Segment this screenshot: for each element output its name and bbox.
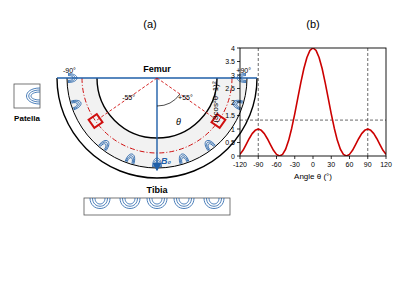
fiber [125, 198, 135, 204]
fiber-loop [237, 74, 246, 83]
panel-label: (a) [143, 18, 156, 30]
fiber [207, 142, 214, 149]
fiber [177, 153, 188, 164]
fiber [71, 100, 80, 109]
fiber [152, 198, 162, 204]
fiber [241, 76, 246, 81]
y-tick-label: 3.5 [225, 58, 235, 65]
x-tick-label: -30 [290, 161, 300, 168]
femur-label: Femur [143, 64, 171, 74]
plot-frame [240, 48, 386, 156]
theta-arc [157, 94, 180, 106]
tibia-label: Tibia [147, 185, 169, 195]
fiber [100, 142, 107, 149]
fiber [205, 140, 215, 150]
x-tick-label: 120 [380, 161, 392, 168]
chart: -120 -90 -60 -30 0 30 60 90 120 0 0.5 1 1.5 2 2.5 3 3.5 4… [211, 18, 392, 181]
end-label: -90° [63, 67, 76, 74]
y-tick-label: 2 [231, 99, 235, 106]
sample-square [89, 114, 103, 128]
field-arrow [156, 78, 157, 170]
fiber-loop [125, 153, 136, 164]
end-label: +90° [236, 67, 251, 74]
y-tick-label: 4 [231, 45, 235, 52]
fiber [127, 157, 133, 164]
y-tick-label: 3 [231, 72, 235, 79]
fiber [125, 153, 136, 164]
fiber [207, 198, 222, 206]
fiber [29, 90, 40, 102]
fiber-loop [177, 153, 188, 164]
angle-label: +55° [178, 94, 193, 101]
x-axis-label: Angle θ (°) [294, 172, 332, 181]
fiber [203, 138, 216, 151]
fiber [147, 198, 167, 209]
fiber [120, 198, 140, 209]
fiber [99, 140, 109, 150]
panel-label: (b) [306, 18, 319, 30]
y-tick-label: 0.5 [225, 139, 235, 146]
x-tick-label: -90 [253, 161, 263, 168]
angle-label: -55° [122, 94, 135, 101]
reference-hline [240, 120, 386, 121]
fiber-loop [71, 98, 82, 109]
data-line [240, 48, 386, 156]
y-tick-label: 0 [231, 153, 235, 160]
fiber-loop [203, 138, 216, 151]
x-tick-label: 0 [311, 161, 315, 168]
figure: B₀ -90° +90° -55° +55° θ Femur (a) Patella Tibia -… [0, 0, 400, 300]
fiber [236, 102, 243, 108]
reference-vline [367, 48, 368, 156]
fiber [68, 75, 75, 82]
fiber [209, 198, 219, 204]
fiber [126, 155, 135, 164]
fiber [234, 100, 243, 109]
fiber [68, 76, 73, 81]
fiber [95, 198, 105, 204]
fiber [150, 198, 165, 206]
fiber [93, 198, 108, 206]
tibia-icon [84, 198, 230, 215]
fiber [179, 155, 188, 164]
fiber [27, 88, 41, 104]
y-tick-label: 1 [231, 126, 235, 133]
fiber [181, 157, 187, 164]
y-tick-label: 2.5 [225, 85, 235, 92]
plot-area [240, 48, 386, 156]
x-tick-label: -120 [233, 161, 247, 168]
y-tick-label: 1.5 [225, 112, 235, 119]
fiber [71, 98, 82, 109]
fiber [123, 198, 138, 206]
x-tick-label: 60 [346, 161, 354, 168]
fiber-loop [68, 74, 77, 83]
field-label: B₀ [161, 156, 171, 166]
fiber-loop [99, 138, 112, 151]
diagram: B₀ -90° +90° -55° +55° θ Femur (a) Patella Tibia [14, 18, 257, 215]
reference-vline [258, 48, 259, 156]
theta-label: θ [176, 117, 181, 127]
x-tick-label: -60 [271, 161, 281, 168]
fiber [204, 198, 224, 209]
outer-arc [57, 78, 257, 178]
sample-ray [157, 78, 218, 121]
x-tick-label: 30 [327, 161, 335, 168]
patella-icon [14, 84, 40, 108]
fiber [72, 102, 79, 108]
fiber [174, 198, 194, 209]
fiber [68, 74, 77, 83]
fiber [99, 138, 112, 151]
sample-ray [96, 78, 157, 121]
fiber [177, 198, 192, 206]
fiber [90, 198, 110, 209]
fiber [179, 198, 189, 204]
fiber [31, 92, 40, 100]
patella-label: Patella [14, 114, 40, 123]
x-tick-label: 90 [364, 161, 372, 168]
fiber [237, 74, 246, 83]
fiber-loop [232, 98, 243, 109]
fiber [232, 98, 243, 109]
y-axis-label: (3cos²θ−1)² [211, 81, 220, 122]
